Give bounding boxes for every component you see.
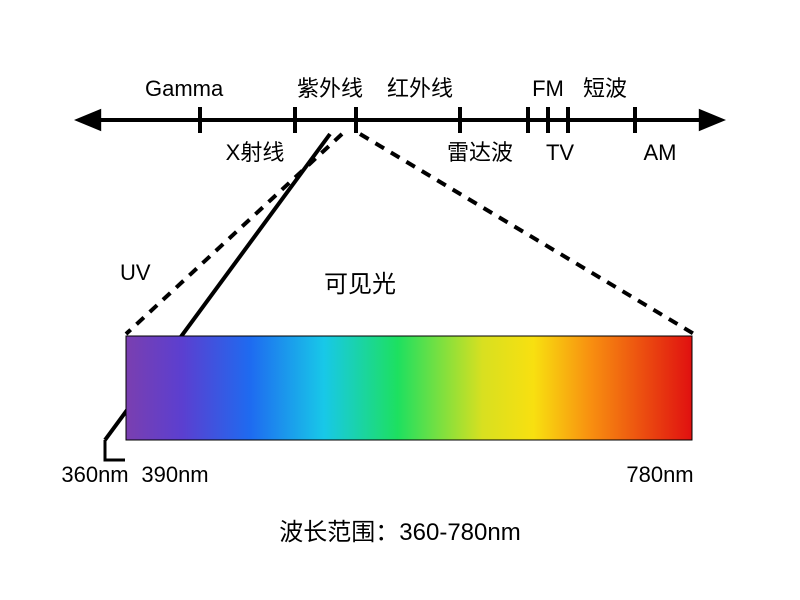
- wavelength-label: 360nm: [61, 462, 128, 487]
- uv-label: UV: [120, 260, 151, 285]
- arrow-right-icon: [699, 109, 726, 131]
- visible-light-label: 可见光: [324, 271, 396, 298]
- axis-label-top: 紫外线: [297, 76, 363, 101]
- axis-label-top: Gamma: [145, 76, 224, 101]
- caption: 波长范围：360-780nm: [279, 519, 520, 546]
- wavelength-label: 390nm: [141, 462, 208, 487]
- axis-label-top: FM: [532, 76, 564, 101]
- axis-label-bottom: AM: [644, 140, 677, 165]
- uv-bracket: [105, 440, 125, 460]
- axis-label-top: 短波: [583, 76, 627, 101]
- axis-label-bottom: TV: [546, 140, 574, 165]
- wavelength-label: 780nm: [626, 462, 693, 487]
- visible-spectrum-bar: [126, 336, 692, 440]
- axis-label-bottom: 雷达波: [447, 140, 513, 165]
- axis-label-top: 红外线: [387, 76, 453, 101]
- arrow-left-icon: [74, 109, 101, 131]
- axis-label-bottom: X射线: [226, 140, 285, 165]
